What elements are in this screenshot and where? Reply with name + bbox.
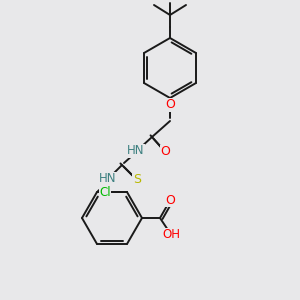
Text: O: O <box>165 194 175 206</box>
Text: Cl: Cl <box>99 185 111 199</box>
Text: HN: HN <box>127 145 145 158</box>
Text: O: O <box>165 98 175 112</box>
Text: OH: OH <box>162 229 180 242</box>
Text: S: S <box>133 173 141 186</box>
Text: HN: HN <box>99 172 117 185</box>
Text: O: O <box>160 146 170 158</box>
